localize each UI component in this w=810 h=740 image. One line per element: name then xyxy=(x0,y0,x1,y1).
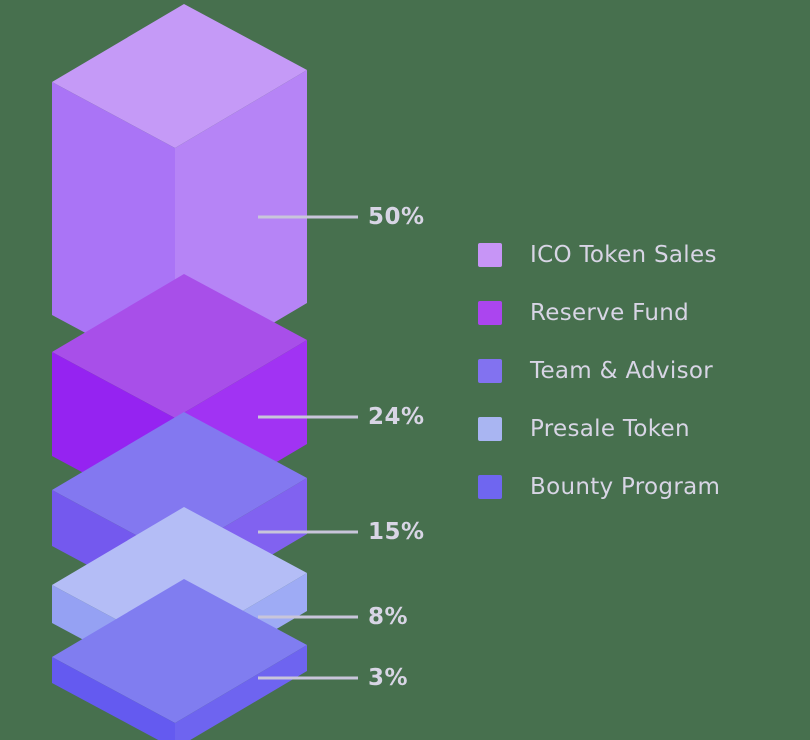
block-ico-token-sales-top-face xyxy=(52,4,307,148)
legend-swatch-team-advisor xyxy=(478,359,502,383)
legend-swatch-bounty-program xyxy=(478,475,502,499)
percent-label-presale-token: 8% xyxy=(368,604,409,630)
legend-swatch-presale-token xyxy=(478,417,502,441)
block-bounty-program-left-face xyxy=(52,657,175,740)
block-team-advisor-top-face xyxy=(52,412,307,556)
block-presale-token-top-face xyxy=(52,507,307,651)
legend-label-team-advisor: Team & Advisor xyxy=(530,358,713,384)
legend-item-ico-token-sales: ICO Token Sales xyxy=(478,242,720,268)
legend-swatch-reserve-fund xyxy=(478,301,502,325)
percent-label-reserve-fund: 24% xyxy=(368,404,425,430)
legend-label-reserve-fund: Reserve Fund xyxy=(530,300,690,326)
legend-swatch-ico-token-sales xyxy=(478,243,502,267)
legend-item-reserve-fund: Reserve Fund xyxy=(478,300,720,326)
legend-item-presale-token: Presale Token xyxy=(478,416,720,442)
block-reserve-fund-top-face xyxy=(52,274,307,418)
block-bounty-program-top-face xyxy=(52,579,307,723)
legend-label-ico-token-sales: ICO Token Sales xyxy=(530,242,717,268)
percent-label-team-advisor: 15% xyxy=(368,519,425,545)
legend-item-bounty-program: Bounty Program xyxy=(478,474,721,500)
legend-label-bounty-program: Bounty Program xyxy=(530,474,721,500)
legend: ICO Token Sales Reserve Fund Team & Advi… xyxy=(478,242,721,500)
legend-label-presale-token: Presale Token xyxy=(530,416,690,442)
percent-label-ico-token-sales: 50% xyxy=(368,204,425,230)
block-bounty-program-right-face xyxy=(175,645,307,740)
legend-item-team-advisor: Team & Advisor xyxy=(478,358,720,384)
percent-label-bounty-program: 3% xyxy=(368,665,409,691)
